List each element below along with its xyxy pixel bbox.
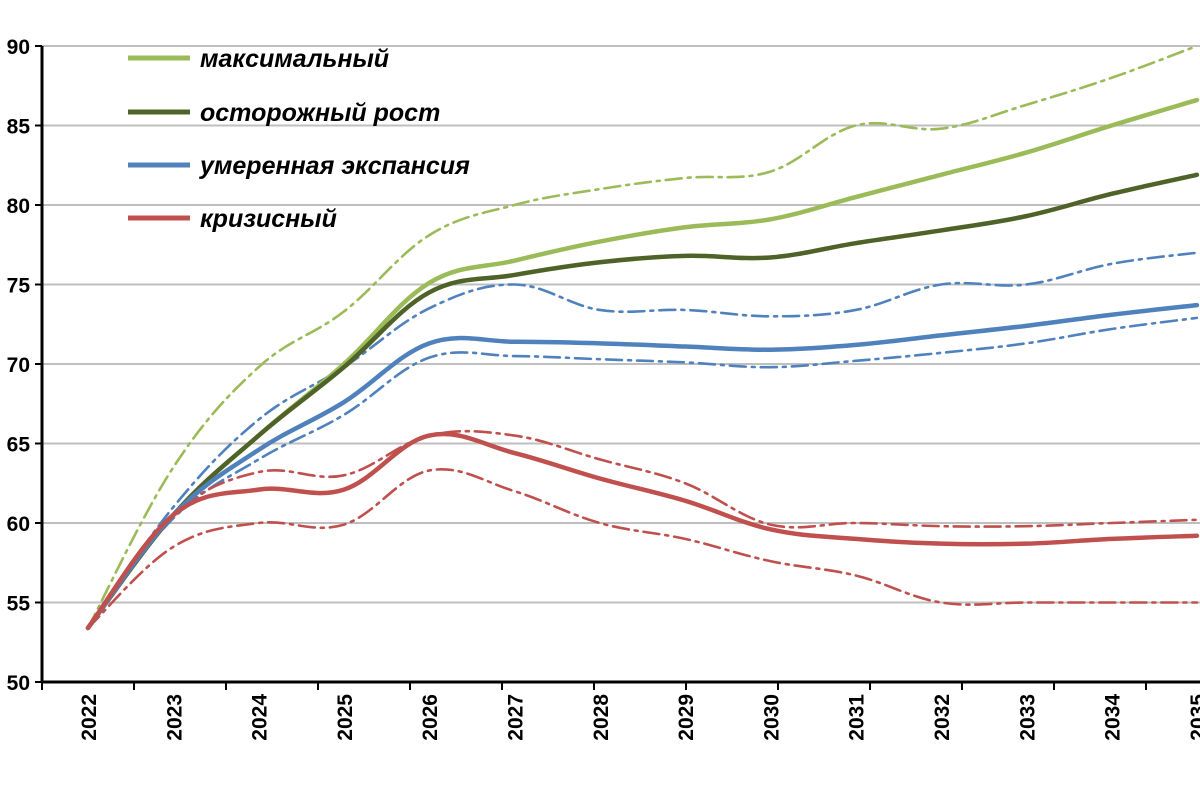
y-tick-label: 85 [7,116,31,139]
series-line-3 [85,431,1200,631]
x-tick-label: 2029 [675,694,698,741]
x-tick-label: 2027 [505,694,528,741]
x-tick-label: 2034 [1102,694,1125,741]
y-tick-label: 70 [7,354,30,377]
y-tick-label: 55 [7,593,31,616]
x-tick-label: 2033 [1016,694,1039,741]
y-tick-label: 90 [7,36,30,59]
legend-label: осторожный рост [200,99,440,127]
series-line-1 [85,172,1200,631]
legend-label: умеренная экспансия [198,152,470,180]
legend-label: максимальный [200,45,389,73]
series-line-range-bound [86,316,1199,630]
y-tick-label: 80 [7,195,30,218]
series-line-range-bound [86,468,1199,630]
x-tick-label: 2030 [760,694,783,741]
x-tick-label: 2032 [931,694,954,741]
gridlines [42,45,1200,604]
legend-label: кризисный [200,205,337,233]
x-tick-label: 2035 [1187,694,1200,741]
series-lines [85,44,1200,631]
x-tick-label: 2028 [590,694,613,741]
y-tick-label: 75 [7,275,31,298]
x-tick-label: 2022 [78,694,101,741]
x-tick-label: 2026 [419,694,442,741]
x-tick-label: 2025 [334,694,357,741]
y-tick-label: 65 [7,434,31,457]
series-line-range-bound [86,429,1199,630]
series-line-range-bound [86,251,1199,630]
x-tick-label: 2031 [846,694,869,741]
y-tick-label: 50 [7,672,30,695]
y-tick-label: 60 [7,513,30,536]
x-tick-label: 2024 [249,694,272,741]
y-axis-ticks: 50 55 60 65 70 75 80 85 90 [7,36,42,695]
series-line-range-bound [86,44,1199,630]
series-line-2 [85,302,1200,631]
x-axis-ticks: 2022 2023 2024 2025 2026 2027 2028 2029 2030 2031… [41,682,1200,741]
x-tick-label: 2023 [163,694,186,741]
legend: максимальный осторожный рост умеренная экс… [128,45,470,233]
